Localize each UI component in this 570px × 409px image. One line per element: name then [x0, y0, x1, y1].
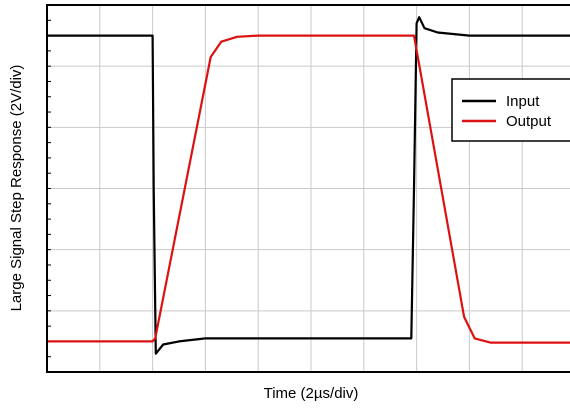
legend-label-input: Input — [506, 93, 540, 110]
y-axis-label: Large Signal Step Response (2V/div) — [8, 65, 25, 312]
legend: Input Output — [451, 78, 570, 142]
series-line-output — [47, 34, 570, 344]
series-line-input — [47, 16, 570, 355]
x-axis-label: Time (2µs/div) — [264, 385, 359, 402]
legend-label-output: Output — [506, 113, 552, 130]
legend-box — [451, 78, 570, 142]
series-layer — [47, 16, 570, 355]
plot-frame — [46, 4, 570, 373]
grid-layer — [47, 5, 570, 372]
